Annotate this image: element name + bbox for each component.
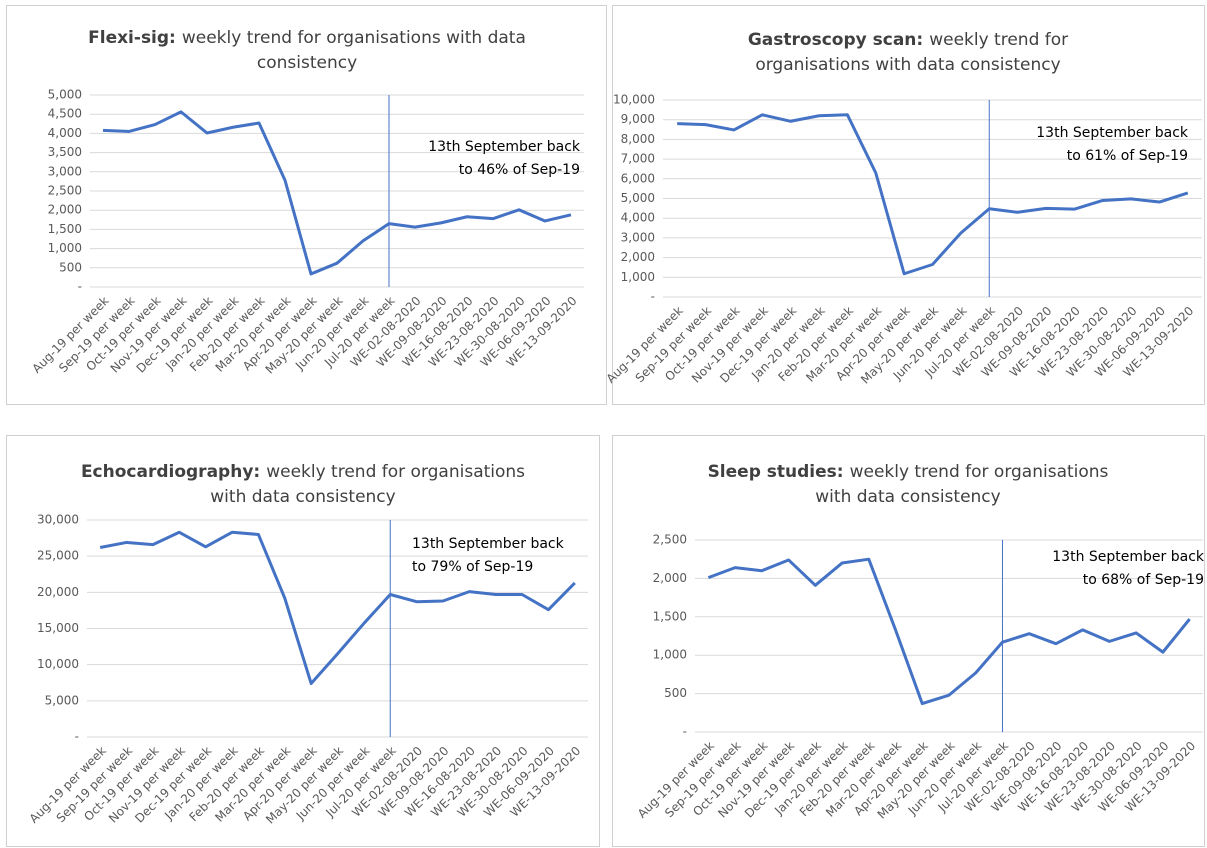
y-tick-label: 3,000 <box>621 230 655 244</box>
subtitle: weekly trend for <box>929 30 1068 50</box>
y-tick-label: 500 <box>59 260 82 274</box>
y-tick-label: 3,000 <box>48 164 82 178</box>
y-tick-label: 2,500 <box>653 533 687 547</box>
y-tick-label: 5,000 <box>621 191 655 205</box>
y-tick-label: - <box>651 290 655 304</box>
annotation: 13th September back <box>412 536 565 552</box>
annotation: to 79% of Sep-19 <box>412 559 533 575</box>
annotation: to 68% of Sep-19 <box>1083 572 1204 588</box>
y-tick-label: 10,000 <box>37 657 79 671</box>
y-tick-label: 4,000 <box>621 211 655 225</box>
y-tick-label: 1,500 <box>48 222 82 236</box>
subtitle: weekly trend for organisations <box>850 462 1109 482</box>
annotation: to 61% of Sep-19 <box>1067 148 1188 164</box>
panel <box>6 5 607 405</box>
annotation: to 46% of Sep-19 <box>459 162 580 178</box>
subtitle: weekly trend for organisations <box>266 462 525 482</box>
y-tick-label: 8,000 <box>621 132 655 146</box>
y-tick-label: 6,000 <box>621 171 655 185</box>
chart-title: Echocardiography: weekly trend for organi… <box>81 462 525 482</box>
y-tick-label: 2,000 <box>48 203 82 217</box>
y-tick-label: - <box>683 725 687 739</box>
title-bold: Sleep studies: <box>708 462 844 482</box>
y-tick-label: 2,000 <box>653 571 687 585</box>
y-tick-label: - <box>78 280 82 294</box>
series-line <box>102 110 572 276</box>
y-tick-label: 25,000 <box>37 549 79 563</box>
panel <box>612 5 1205 405</box>
y-tick-label: 5,000 <box>45 693 79 707</box>
y-tick-label: 10,000 <box>613 93 655 107</box>
title-bold: Gastroscopy scan: <box>748 30 923 50</box>
y-tick-label: 2,500 <box>48 184 82 198</box>
series-line <box>677 113 1189 276</box>
y-tick-label: 30,000 <box>37 513 79 527</box>
title-bold: Echocardiography: <box>81 462 260 482</box>
y-tick-label: 15,000 <box>37 621 79 635</box>
y-tick-label: 2,000 <box>621 250 655 264</box>
y-tick-label: 4,000 <box>48 126 82 140</box>
subtitle: weekly trend for organisations with data <box>182 28 526 48</box>
y-tick-label: 1,000 <box>621 270 655 284</box>
annotation: 13th September back <box>428 139 581 155</box>
y-tick-label: 5,000 <box>48 88 82 102</box>
subtitle: organisations with data consistency <box>755 55 1060 75</box>
y-tick-label: 20,000 <box>37 585 79 599</box>
subtitle: with data consistency <box>210 487 395 507</box>
y-tick-label: 500 <box>664 686 687 700</box>
subtitle: with data consistency <box>815 487 1000 507</box>
annotation: 13th September back <box>1036 125 1189 141</box>
y-tick-label: 1,000 <box>653 648 687 662</box>
y-tick-label: - <box>75 730 79 744</box>
annotation: 13th September back <box>1052 549 1205 565</box>
y-tick-label: 7,000 <box>621 152 655 166</box>
y-tick-label: 9,000 <box>621 112 655 126</box>
chart-title: Flexi-sig: weekly trend for organisations… <box>88 28 526 48</box>
chart-title: Sleep studies: weekly trend for organisat… <box>708 462 1109 482</box>
y-tick-label: 4,500 <box>48 107 82 121</box>
series-line <box>99 530 576 685</box>
y-tick-label: 1,000 <box>48 241 82 255</box>
chart-title: Gastroscopy scan: weekly trend for <box>748 30 1068 50</box>
panel <box>6 435 600 847</box>
series-line <box>707 557 1191 706</box>
y-tick-label: 1,500 <box>653 609 687 623</box>
title-bold: Flexi-sig: <box>88 28 176 48</box>
y-tick-label: 3,500 <box>48 145 82 159</box>
subtitle: consistency <box>257 53 357 73</box>
